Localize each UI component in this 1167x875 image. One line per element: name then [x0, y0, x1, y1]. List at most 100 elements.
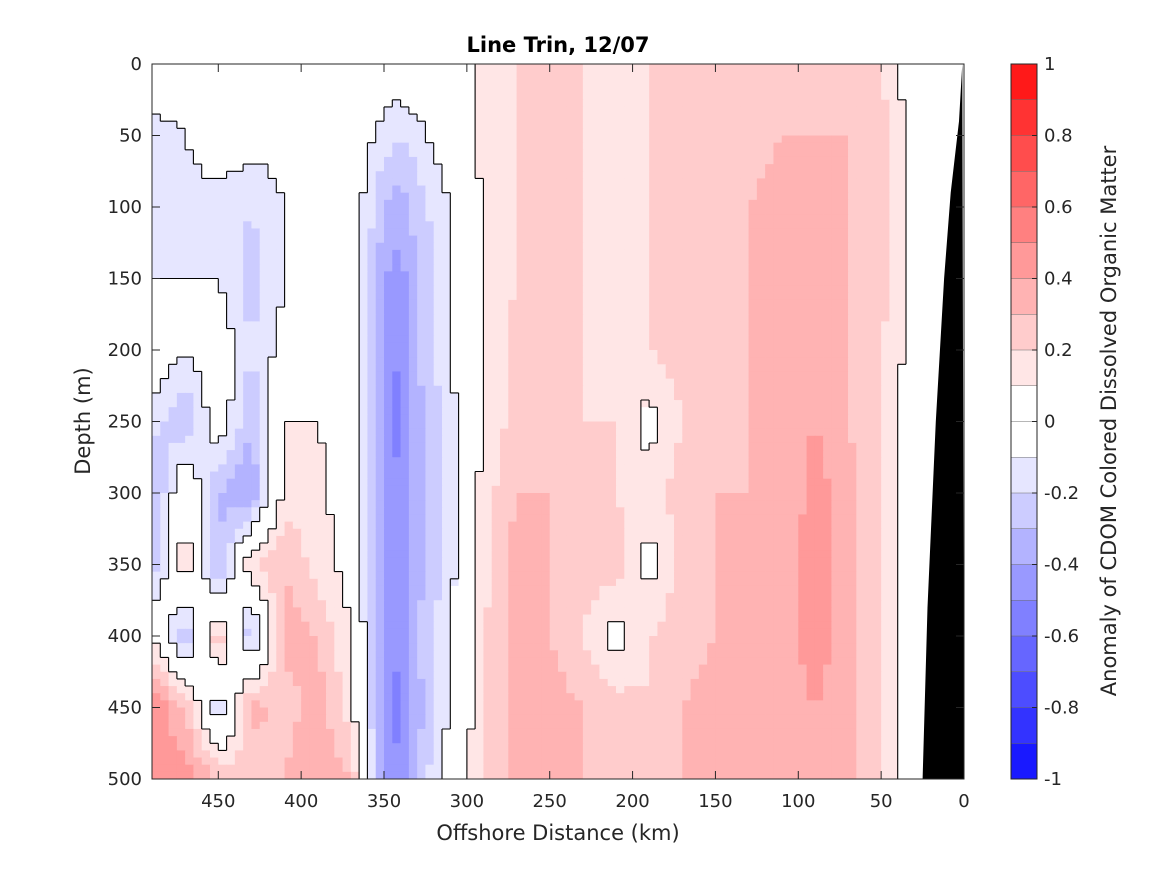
contour-cell	[806, 142, 816, 151]
contour-cell	[259, 149, 269, 158]
contour-cell	[856, 228, 866, 237]
contour-cell	[326, 249, 335, 258]
contour-cell	[798, 292, 808, 301]
contour-cell	[234, 264, 244, 272]
contour-cell	[682, 121, 692, 129]
contour-cell	[334, 321, 344, 330]
contour-cell	[881, 407, 891, 415]
contour-cell	[549, 142, 559, 151]
contour-cell	[889, 156, 899, 165]
contour-cell	[367, 92, 377, 101]
contour-cell	[400, 92, 410, 101]
contour-cell	[234, 278, 244, 287]
contour-cell	[558, 164, 567, 172]
contour-cell	[516, 385, 526, 394]
contour-cell	[243, 249, 253, 258]
contour-cell	[872, 142, 882, 151]
contour-cell	[607, 249, 617, 258]
contour-cell	[243, 407, 253, 415]
contour-cell	[914, 142, 924, 151]
contour-cell	[549, 192, 559, 201]
contour-cell	[740, 128, 750, 137]
contour-cell	[533, 221, 543, 230]
contour-cell	[243, 385, 253, 394]
contour-cell	[524, 99, 534, 108]
contour-cell	[384, 149, 393, 158]
contour-cell	[301, 99, 311, 108]
contour-cell	[939, 92, 949, 101]
contour-cell	[881, 264, 891, 272]
contour-cell	[400, 128, 410, 137]
contour-cell	[243, 257, 253, 265]
contour-cell	[922, 314, 932, 322]
contour-cell	[674, 385, 683, 394]
contour-cell	[226, 400, 236, 408]
contour-cell	[922, 392, 932, 401]
contour-cell	[400, 249, 410, 258]
contour-cell	[632, 78, 642, 87]
contour-cell	[243, 192, 253, 201]
contour-cell	[400, 364, 410, 373]
contour-cell	[201, 192, 211, 201]
contour-cell	[466, 99, 476, 108]
contour-cell	[276, 342, 286, 351]
contour-cell	[765, 221, 775, 230]
contour-cell	[574, 264, 584, 272]
contour-cell	[334, 385, 344, 394]
contour-cell	[574, 114, 584, 122]
contour-cell	[558, 328, 567, 337]
contour-cell	[839, 221, 849, 230]
contour-cell	[243, 114, 253, 122]
contour-cell	[864, 78, 874, 87]
contour-cell	[234, 371, 244, 380]
contour-cell	[516, 156, 526, 165]
contour-cell	[914, 357, 924, 365]
contour-cell	[458, 421, 468, 430]
contour-cell	[674, 64, 683, 72]
contour-cell	[939, 221, 949, 230]
contour-cell	[682, 135, 692, 144]
contour-cell	[168, 135, 178, 144]
contour-cell	[773, 121, 783, 129]
contour-cell	[607, 85, 617, 94]
contour-cell	[367, 171, 377, 179]
contour-cell	[458, 142, 468, 151]
contour-cell	[591, 214, 601, 222]
contour-cell	[616, 242, 625, 251]
contour-cell	[417, 78, 427, 87]
contour-cell	[922, 242, 932, 251]
contour-cell	[210, 392, 219, 401]
contour-cell	[574, 221, 584, 230]
contour-cell	[632, 342, 642, 351]
contour-cell	[210, 407, 219, 415]
contour-cell	[176, 314, 186, 322]
contour-cell	[723, 392, 733, 401]
contour-cell	[566, 342, 576, 351]
contour-cell	[881, 185, 891, 194]
contour-cell	[367, 292, 377, 301]
contour-cell	[201, 235, 211, 244]
contour-cell	[417, 114, 427, 122]
contour-cell	[276, 414, 286, 423]
contour-cell	[549, 228, 559, 237]
contour-cell	[848, 171, 857, 179]
contour-cell	[226, 221, 236, 230]
contour-cell	[906, 185, 915, 194]
contour-cell	[309, 114, 319, 122]
contour-cell	[558, 185, 567, 194]
contour-cell	[765, 106, 775, 115]
contour-cell	[276, 285, 286, 294]
contour-cell	[524, 242, 534, 251]
contour-cell	[558, 106, 567, 115]
contour-cell	[558, 364, 567, 373]
contour-cell	[475, 371, 485, 380]
contour-cell	[193, 314, 203, 322]
contour-cell	[301, 328, 311, 337]
contour-cell	[185, 99, 195, 108]
contour-cell	[773, 342, 783, 351]
contour-cell	[798, 307, 808, 315]
contour-cell	[939, 271, 949, 280]
contour-cell	[516, 371, 526, 380]
contour-cell	[160, 328, 170, 337]
contour-cell	[665, 156, 675, 165]
